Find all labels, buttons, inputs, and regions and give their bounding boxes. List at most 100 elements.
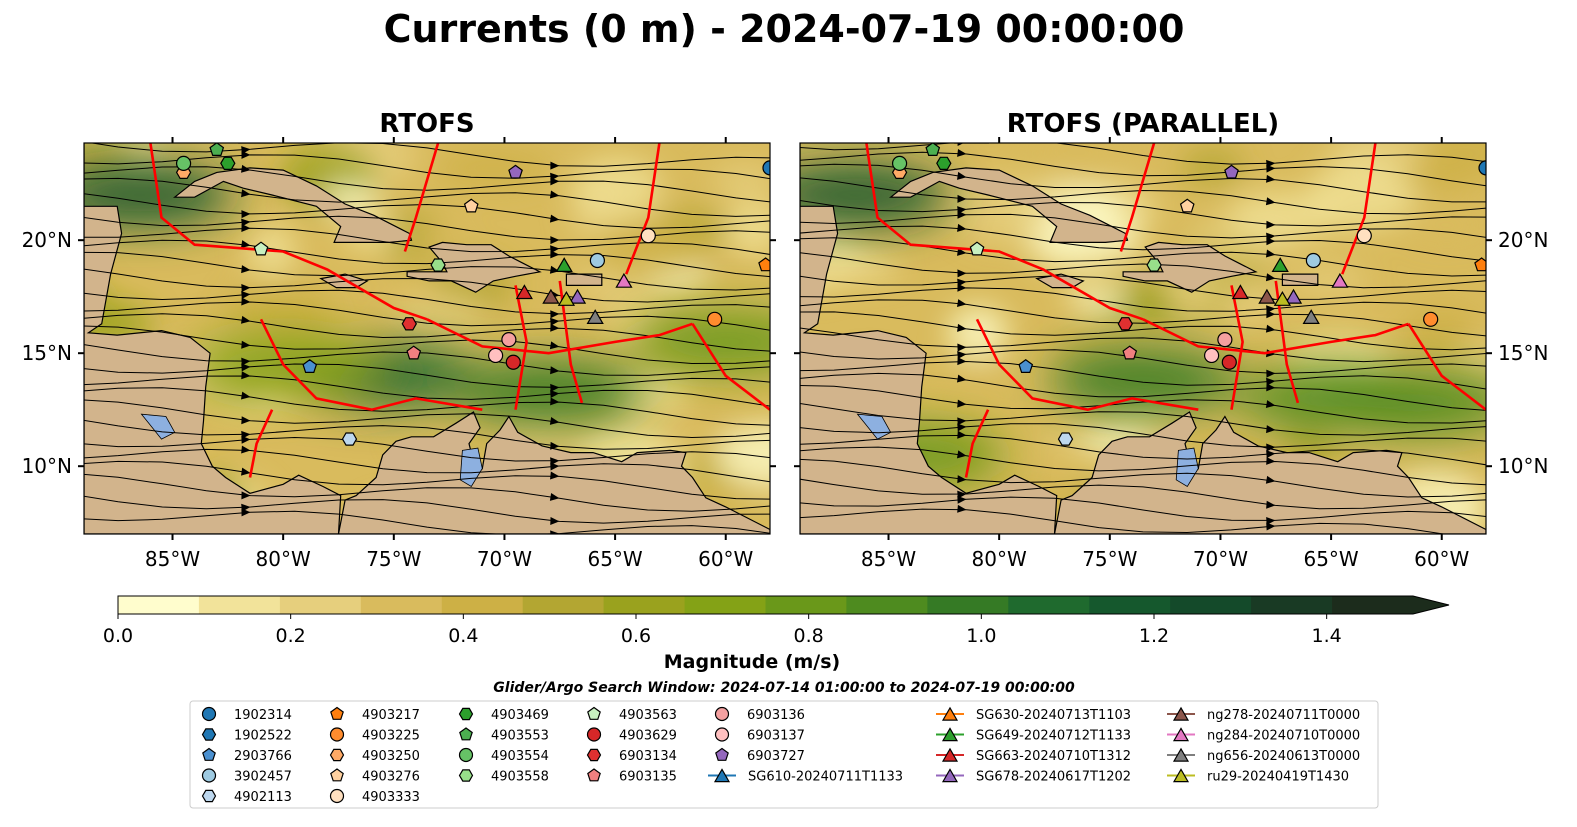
legend-label: 6903136: [747, 708, 805, 723]
landmass-jamaica: [319, 273, 369, 289]
marker-SG663-20240710T1312: [515, 284, 533, 300]
streamline: [84, 325, 770, 365]
eez-boundary: [691, 323, 770, 411]
streamline-arrow: [957, 495, 967, 504]
streamline-arrow: [1265, 475, 1276, 484]
marker-SG678-20240617T1202: [568, 288, 587, 304]
legend-item: 4903558: [458, 769, 549, 785]
legend-item: SG663-20240710T1312: [936, 747, 1131, 764]
streamline-arrow: [549, 417, 560, 425]
legend-frame: [189, 700, 1379, 809]
streamline-arrow: [550, 250, 560, 259]
marker-4903554: [175, 155, 192, 171]
eez-boundary: [975, 318, 1199, 412]
eez-boundary: [1119, 143, 1156, 252]
colorbar-cell: [927, 596, 1009, 614]
streamline-arrow: [241, 371, 251, 380]
current-band: [453, 359, 644, 424]
legend-marker: [202, 747, 216, 761]
landmass-jamaica: [1035, 273, 1085, 289]
legend-label: 1902314: [234, 708, 292, 723]
legend-item: ng656-20240613T0000: [1167, 747, 1360, 764]
streamline: [88, 143, 770, 167]
streamline: [800, 177, 1486, 215]
streamline: [84, 510, 770, 534]
legend-item: 4902113: [201, 789, 292, 805]
legend-marker: [458, 769, 474, 782]
marker-ng284-20240710T0000: [615, 272, 633, 288]
eez-boundary: [248, 409, 274, 478]
marker-4903276: [1179, 198, 1195, 213]
marker-SG649-20240712T1133: [1271, 257, 1289, 272]
legend-label: 4903276: [362, 770, 420, 785]
eez-boundary: [964, 409, 990, 478]
current-band: [84, 162, 235, 227]
marker-1902314: [1478, 160, 1486, 176]
streamline-arrow: [240, 240, 251, 249]
eez-boundary: [403, 143, 440, 252]
legend-item: 4903333: [329, 788, 420, 805]
marker-6903136: [501, 332, 517, 348]
streamline: [800, 327, 1486, 363]
marker-4903333: [1356, 228, 1372, 244]
legend-marker: [713, 768, 731, 783]
streamline: [84, 399, 770, 439]
legend-item: 3902457: [201, 768, 292, 785]
streamline: [800, 287, 1486, 314]
streamline-arrow: [241, 340, 251, 349]
streamline: [84, 251, 770, 291]
streamline-arrow: [957, 210, 967, 219]
eez-boundary: [1230, 285, 1244, 410]
legend-marker: [330, 768, 344, 782]
streamline-arrow: [550, 530, 560, 534]
legend-item: 4903563: [587, 706, 677, 723]
colorbar-tick-label: 1.2: [1139, 625, 1169, 647]
legend-label: ru29-20240419T1430: [1207, 770, 1349, 785]
marker-6903727: [508, 164, 523, 179]
streamline-arrow: [550, 161, 560, 170]
streamline: [800, 143, 1486, 165]
streamline: [84, 387, 770, 426]
eez-boundary: [1340, 143, 1377, 275]
streamline-arrow: [549, 190, 560, 199]
streamline-arrow: [1265, 249, 1276, 258]
legend-item: 4903217: [330, 706, 420, 723]
streamline-arrow: [1266, 237, 1276, 246]
streamline-arrow: [957, 399, 967, 408]
legend-marker: [586, 748, 602, 762]
current-band: [630, 309, 770, 374]
legend-label: ng656-20240613T0000: [1207, 749, 1360, 764]
streamline-arrow: [1266, 456, 1276, 465]
marker-2903766: [1018, 359, 1034, 373]
streamline-arrow: [1266, 164, 1276, 173]
marker-4903629: [505, 354, 521, 370]
legend-label: SG610-20240711T1133: [748, 770, 903, 785]
streamline-arrow: [550, 441, 560, 450]
legend-item: ng284-20240710T0000: [1167, 727, 1360, 744]
streamline-arrow: [957, 299, 967, 308]
streamline: [800, 508, 1447, 534]
legend-item: 6903727: [715, 747, 805, 764]
streamline: [800, 213, 1486, 239]
legend-marker: [941, 727, 959, 742]
streamline-arrow: [550, 317, 560, 326]
streamline: [800, 225, 1486, 262]
legend-marker: [941, 747, 959, 762]
legend-marker: [941, 706, 959, 721]
x-tick-label: 85°W: [145, 547, 200, 571]
x-tick-label: 80°W: [972, 547, 1027, 571]
streamline-arrow: [241, 189, 251, 198]
search-window-caption: Glider/Argo Search Window: 2024-07-14 01…: [493, 680, 1075, 696]
legend-item: 2903766: [202, 747, 292, 764]
streamline-arrow: [550, 366, 560, 375]
marker-4903563: [969, 241, 985, 256]
streamline-arrow: [957, 269, 967, 278]
streamline-arrow: [1266, 383, 1276, 392]
legend-marker: [941, 768, 959, 783]
streamline-arrow: [957, 417, 967, 426]
streamline-arrow: [1266, 425, 1276, 434]
legend-marker: [587, 706, 601, 720]
legend-marker: [459, 727, 473, 741]
colorbar-tick-label: 1.0: [966, 625, 996, 647]
legend-item: SG630-20240713T1103: [936, 706, 1131, 723]
